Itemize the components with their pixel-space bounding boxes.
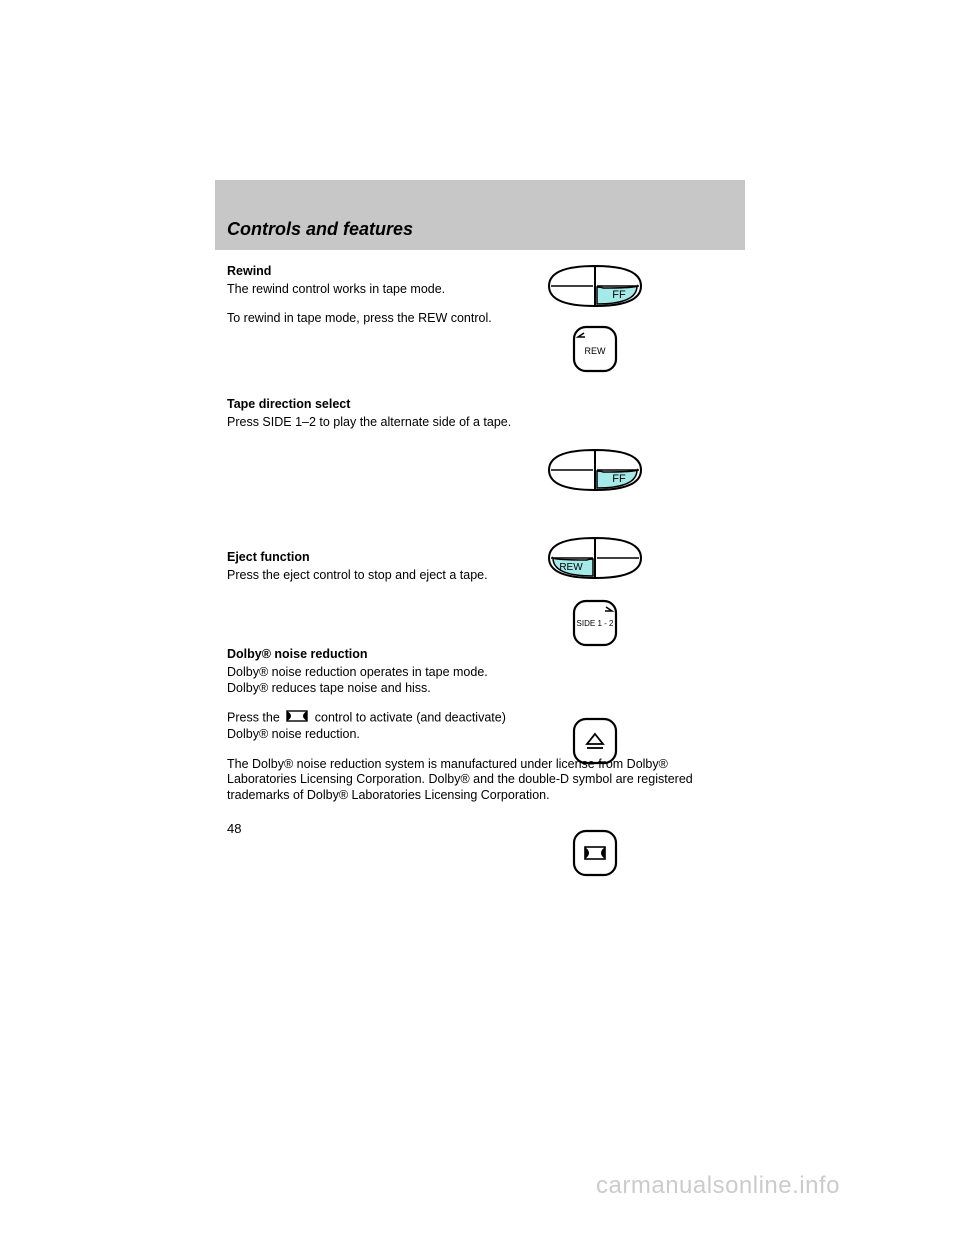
watermark-text: carmanualsonline.info bbox=[596, 1172, 840, 1200]
svg-text:REW: REW bbox=[559, 562, 583, 573]
dolby-para: Dolby® noise reduction operates in tape … bbox=[227, 665, 527, 696]
dolby-instr-row: Press the control to activate (and deact… bbox=[227, 710, 527, 742]
rewind-instr: To rewind in tape mode, press the REW co… bbox=[227, 311, 527, 327]
svg-text:FF: FF bbox=[612, 473, 626, 485]
dolby-trademark: The Dolby® noise reduction system is man… bbox=[227, 757, 727, 804]
page-number: 48 bbox=[227, 821, 733, 837]
dolby-inline-icon bbox=[286, 710, 308, 727]
ff-button-icon-2: FF bbox=[545, 448, 645, 492]
svg-text:FF: FF bbox=[612, 289, 626, 301]
rew-button-icon: REW bbox=[545, 536, 645, 580]
page-container: Controls and features FF REW Rewind bbox=[215, 180, 745, 838]
rewind-para: The rewind control works in tape mode. bbox=[227, 282, 527, 298]
dolby-instr-pre: Press the bbox=[227, 711, 280, 725]
eject-button-icon bbox=[571, 716, 619, 766]
side-button-icon: SIDE 1 - 2 bbox=[571, 598, 619, 648]
dolby-title: Dolby® noise reduction bbox=[227, 647, 733, 663]
rewind-title: Rewind bbox=[227, 264, 733, 280]
content-area: FF REW Rewind The rewind control works i… bbox=[215, 250, 745, 838]
svg-text:REW: REW bbox=[585, 346, 607, 356]
rew-small-icon: REW bbox=[571, 324, 619, 374]
svg-text:SIDE 1 - 2: SIDE 1 - 2 bbox=[577, 619, 614, 628]
eject-title: Eject function bbox=[227, 550, 733, 566]
tapedir-title: Tape direction select bbox=[227, 397, 733, 413]
eject-para: Press the eject control to stop and ejec… bbox=[227, 568, 527, 584]
ff-button-icon: FF bbox=[545, 264, 645, 308]
section-header-band: Controls and features bbox=[215, 180, 745, 250]
page-title: Controls and features bbox=[227, 219, 413, 240]
dolby-button-icon bbox=[571, 828, 619, 878]
tapedir-para: Press SIDE 1–2 to play the alternate sid… bbox=[227, 415, 527, 431]
